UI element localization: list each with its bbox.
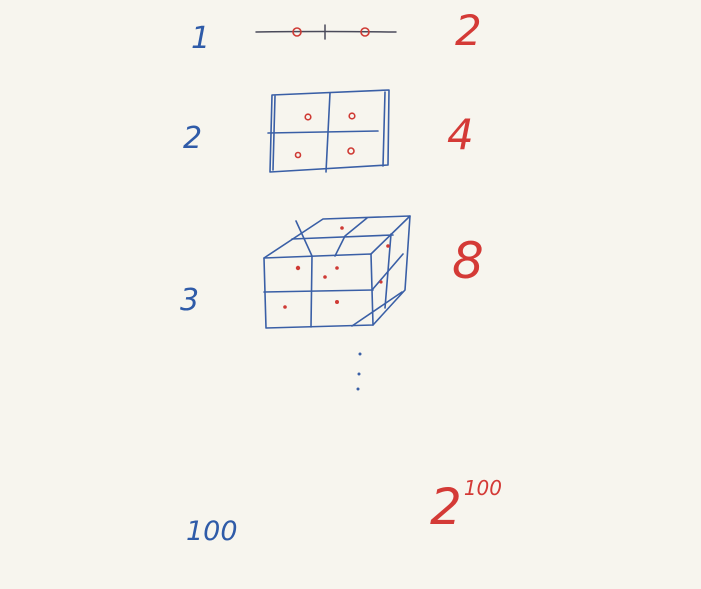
cube-grid-3d bbox=[263, 215, 411, 329]
square-point-1 bbox=[304, 113, 312, 121]
line-point-right bbox=[360, 27, 370, 37]
dimension-label-100: 100 bbox=[186, 516, 238, 547]
cube-point-5 bbox=[386, 244, 390, 248]
square-point-2 bbox=[348, 112, 356, 120]
square-point-4 bbox=[347, 147, 355, 155]
cube-point-2 bbox=[295, 265, 301, 271]
cube-point-4 bbox=[323, 275, 327, 279]
count-label-1: 2 bbox=[455, 6, 482, 55]
square-point-3 bbox=[294, 151, 302, 159]
cube-point-3 bbox=[335, 266, 339, 270]
vertical-ellipsis bbox=[356, 352, 362, 391]
count-label-3: 8 bbox=[452, 232, 484, 290]
cube-point-1 bbox=[340, 226, 344, 230]
square-grid-2d bbox=[267, 89, 390, 173]
count-label-100: 2 100 bbox=[430, 478, 502, 532]
line-point-left bbox=[292, 27, 302, 37]
dimension-label-1: 1 bbox=[191, 21, 211, 56]
count-base: 2 bbox=[430, 478, 462, 536]
cube-point-6 bbox=[379, 280, 383, 284]
count-exponent: 100 bbox=[463, 476, 502, 500]
dimension-label-2: 2 bbox=[183, 121, 203, 156]
cube-point-8 bbox=[335, 300, 339, 304]
count-label-2: 4 bbox=[447, 110, 474, 159]
cube-point-7 bbox=[283, 305, 287, 309]
dimension-label-3: 3 bbox=[180, 283, 200, 318]
line-segment-1d bbox=[255, 24, 397, 40]
